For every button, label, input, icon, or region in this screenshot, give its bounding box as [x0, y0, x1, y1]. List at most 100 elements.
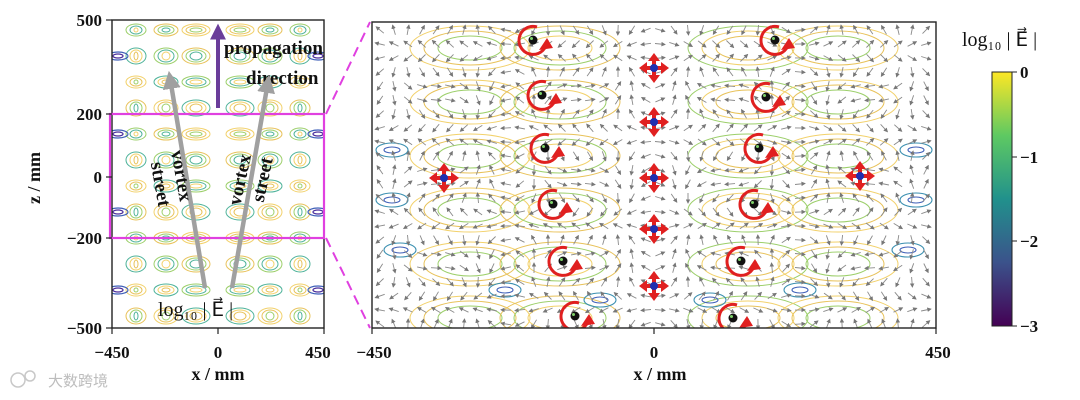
right-contour [513, 300, 607, 328]
field-vector [388, 41, 399, 47]
vortex-marker [537, 188, 573, 220]
field-vector [601, 151, 607, 162]
field-vector [697, 54, 707, 62]
field-vector [850, 251, 861, 257]
field-vector [626, 223, 637, 228]
field-vector [431, 251, 442, 257]
right-contour [777, 25, 899, 71]
field-vector [599, 138, 609, 146]
field-vector [403, 124, 413, 132]
field-vector [446, 291, 453, 301]
right-contour [693, 292, 727, 308]
left-contour [157, 49, 175, 63]
field-vector [615, 319, 621, 328]
left-contour [181, 283, 211, 297]
field-vector [375, 320, 385, 328]
field-vector [685, 108, 691, 120]
node-arrowhead [661, 223, 669, 235]
field-vector [794, 237, 806, 243]
field-vector [781, 140, 792, 145]
field-vector [839, 67, 844, 78]
field-vector [922, 151, 931, 160]
field-vector [599, 83, 610, 89]
field-vector [837, 138, 847, 146]
field-vector [629, 193, 635, 204]
field-vector [909, 263, 915, 274]
right-contour [701, 84, 795, 120]
field-vector [530, 319, 537, 328]
field-vector [472, 139, 483, 145]
left-contour [225, 75, 255, 89]
left-contour [189, 79, 203, 85]
field-vector [712, 193, 720, 203]
field-vector [895, 235, 901, 246]
left-contour [185, 205, 207, 219]
field-vector [921, 125, 932, 131]
field-vector [895, 192, 901, 203]
node-arrowhead [648, 129, 660, 137]
left-contour [189, 287, 203, 293]
field-vector [391, 67, 396, 78]
field-vector [866, 151, 874, 161]
field-vector [572, 151, 580, 161]
field-vector [767, 139, 778, 145]
field-vector [741, 234, 747, 245]
field-vector [850, 266, 861, 271]
field-vector [615, 248, 621, 259]
node-arrowhead [854, 183, 866, 191]
left-contour [161, 103, 171, 113]
field-vector [825, 263, 830, 274]
field-vector [683, 292, 693, 300]
left-contour [307, 129, 324, 139]
field-vector [391, 318, 397, 328]
field-vector [640, 125, 651, 131]
field-vector [838, 291, 846, 301]
node-core [650, 225, 658, 233]
right-contour [715, 251, 781, 277]
field-vector [475, 178, 481, 189]
left-contour [129, 257, 143, 271]
field-vector [696, 167, 707, 174]
left-contour [153, 23, 179, 37]
field-vector [866, 123, 874, 133]
field-vector [640, 265, 651, 271]
field-vector [922, 110, 931, 119]
field-vector [699, 276, 705, 287]
left-contour [153, 203, 179, 221]
left-contour [185, 257, 207, 271]
vortex-core-dot [738, 258, 741, 261]
left-contour [293, 257, 307, 271]
field-vector [865, 193, 874, 203]
left-contour [265, 287, 275, 293]
node-arrowhead [639, 172, 647, 184]
field-vector [754, 291, 763, 300]
vortex-marker [559, 300, 595, 328]
field-vector [388, 307, 399, 313]
field-vector [922, 68, 931, 77]
field-vector [753, 165, 762, 175]
field-vector [445, 39, 455, 48]
field-vector [403, 138, 413, 146]
field-vector [459, 207, 468, 216]
field-vector [557, 181, 568, 187]
field-vector [472, 41, 483, 47]
vortex-core-dot [560, 258, 563, 261]
field-vector [683, 124, 693, 132]
left-field-label: log₁₀ | E⃗ | [158, 296, 233, 321]
left-contour [157, 285, 175, 295]
field-vector [585, 168, 596, 173]
field-vector [500, 293, 512, 299]
field-vector [738, 97, 749, 103]
left-contour [233, 155, 247, 165]
left-contour [289, 203, 311, 221]
vortex-marker [743, 132, 779, 164]
field-vector [686, 319, 691, 328]
field-vector [559, 108, 565, 119]
vortex-core [558, 256, 568, 266]
field-vector [769, 66, 775, 77]
right-contour [687, 25, 809, 71]
field-vector [599, 53, 609, 62]
left-contour [181, 203, 211, 221]
vortex-arrowhead [765, 146, 779, 158]
